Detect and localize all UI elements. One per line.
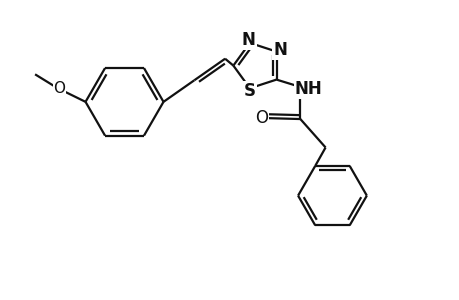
Text: N: N — [273, 41, 286, 59]
Text: O: O — [255, 109, 268, 127]
Text: O: O — [53, 81, 65, 96]
Text: N: N — [241, 31, 255, 49]
Text: NH: NH — [294, 80, 322, 98]
Text: S: S — [243, 82, 255, 100]
